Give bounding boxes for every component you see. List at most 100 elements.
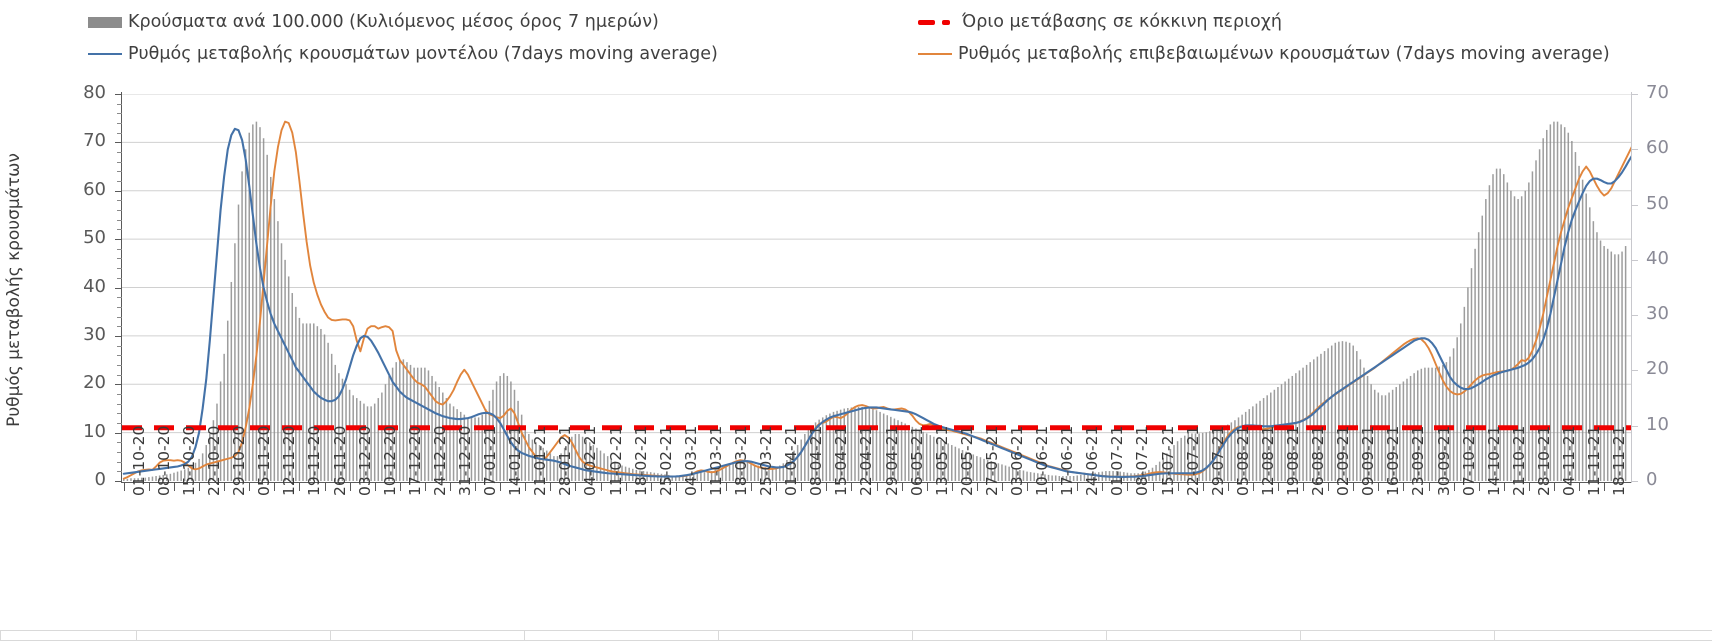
bar [1499,168,1501,481]
bar [1485,199,1487,481]
bar [707,471,709,481]
bar [348,389,351,481]
bar [1309,362,1311,481]
bar [1528,182,1530,481]
x-axis-tick-label: 19-08-21 [1283,425,1302,496]
bar [1560,124,1562,481]
bar [556,456,559,481]
x-axis-tick-mark [826,483,828,491]
legend-item-model-rate[interactable]: Ρυθμός μεταβολής κρουσμάτων μοντέλου (7d… [88,44,718,64]
bar [155,476,157,481]
bar [1277,387,1279,481]
bar [144,477,147,481]
bar [1069,476,1071,481]
bar [1334,342,1337,481]
legend-item-cases-per-100000[interactable]: Κρούσματα ανά 100.000 (Κυλιόμενος μέσος … [88,12,659,32]
bar [1517,199,1519,481]
bar [259,127,261,481]
x-axis-tick-label: 22-10-20 [205,425,224,496]
model-rate-line [122,127,1631,478]
bar [1420,368,1423,481]
y-axis-left-tick-label: 0 [94,469,106,490]
bar [911,426,914,481]
x-axis-tick-label: 08-04-21 [807,425,826,496]
bar [839,409,842,481]
bar [678,475,681,481]
bar-swatch-icon [88,16,122,28]
bar [356,398,358,481]
x-axis-tick-label: 11-03-21 [706,425,725,496]
bar [151,476,154,481]
x-axis-tick-mark [1152,483,1154,491]
bar [1026,471,1028,481]
legend-label-model-rate: Ρυθμός μεταβολής κρουσμάτων μοντέλου (7d… [128,44,718,64]
footer-cell-separator [1494,630,1495,641]
bar [1402,381,1405,481]
x-axis-tick-label: 06-05-21 [907,425,926,496]
y-axis-left-minor-tick [117,393,122,395]
x-axis-tick-mark [399,483,401,491]
bar [585,439,587,481]
bar [431,375,433,481]
y-axis-left-minor-tick [117,355,122,357]
bar [1313,359,1315,481]
y-axis-right-tick-mark [1632,425,1638,427]
bar [1270,392,1272,481]
x-axis-tick-mark [801,483,803,491]
y-axis-right-tick-label: 40 [1646,247,1669,269]
bar [1399,384,1401,481]
bar [818,419,820,481]
bar [1044,474,1046,481]
bar [1320,353,1322,481]
y-axis-left-minor-tick [117,451,122,453]
legend-item-threshold[interactable]: Όριο μετάβασης σε κόκκινη περιοχή [918,12,1282,32]
bar [904,423,906,481]
y-axis-right-tick-label: 20 [1646,358,1669,380]
y-axis-left-tick-mark [115,335,122,337]
bar [581,436,584,481]
bar [599,450,602,481]
bar [1434,367,1437,481]
x-axis-tick-label: 07-10-21 [1459,425,1478,496]
bar [216,403,218,481]
x-axis-tick-label: 11-11-21 [1585,425,1603,496]
bar [406,362,408,481]
y-axis-left-tick-label: 30 [83,323,106,345]
x-axis-tick-label: 09-09-21 [1359,425,1378,496]
y-axis-left-minor-tick [117,132,122,134]
y-axis-right-tick-label: 70 [1646,82,1669,103]
bar [861,406,863,481]
bar [832,411,835,481]
bar [775,467,777,481]
y-axis-left-minor-tick [117,442,122,444]
x-axis-tick-label: 23-09-21 [1409,425,1428,496]
x-axis-tick-label: 10-12-20 [380,425,399,496]
legend-item-confirmed-rate[interactable]: Ρυθμός μεταβολής επιβεβαιωμένων κρουσμάτ… [918,44,1610,64]
bar [1388,392,1390,481]
legend-label-cases-per-100000: Κρούσματα ανά 100.000 (Κυλιόμενος μέσος … [128,12,659,32]
bar [893,418,896,481]
y-axis-left-tick-mark [115,432,122,434]
bar [986,459,989,481]
bar [399,359,401,481]
x-axis-tick-label: 31-12-20 [456,425,474,496]
bar [915,428,917,481]
bar [1062,476,1064,481]
bar [1237,417,1240,481]
bar [879,411,881,481]
bar [1510,190,1512,481]
bar [1166,453,1168,481]
y-axis-left-tick-label: 60 [83,178,106,200]
bar [1252,406,1254,481]
y-axis-left-minor-tick [117,229,122,231]
bar [1424,367,1426,481]
bar [843,408,845,481]
bar [123,478,125,481]
x-axis-tick-mark [1277,483,1279,491]
y-axis-right-tick-label: 10 [1646,413,1669,435]
bar [384,384,387,481]
bar [1316,356,1319,481]
x-axis-tick-label: 12-08-21 [1258,425,1277,496]
y-axis-left-minor-tick [117,403,122,405]
x-axis-tick-label: 24-06-21 [1083,425,1102,496]
